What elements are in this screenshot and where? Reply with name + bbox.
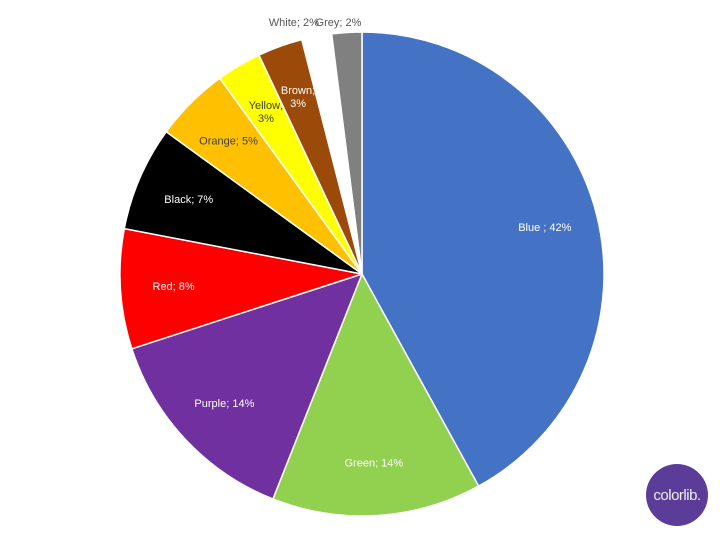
pie-slice-1 — [271, 272, 480, 517]
pie-slice-3 — [119, 227, 363, 350]
pie-slice-4 — [123, 130, 363, 275]
slice-label: Black; 7% — [164, 194, 213, 206]
pie-slice-0 — [361, 31, 605, 488]
slice-label: Green; 14% — [345, 457, 404, 469]
slice-label: Red; 8% — [153, 281, 195, 293]
slice-label: Orange; 5% — [199, 136, 258, 148]
slice-label: Brown; 3% — [281, 85, 315, 110]
colorlib-logo: colorlib. — [646, 464, 708, 526]
slice-label: Purple; 14% — [194, 398, 254, 410]
slice-label: White; 2% — [269, 17, 319, 29]
slice-label: Grey; 2% — [316, 17, 362, 29]
slice-label: Yellow; 3% — [249, 100, 283, 125]
slice-label: Blue ; 42% — [518, 222, 571, 234]
pie-slice-9 — [330, 31, 363, 275]
